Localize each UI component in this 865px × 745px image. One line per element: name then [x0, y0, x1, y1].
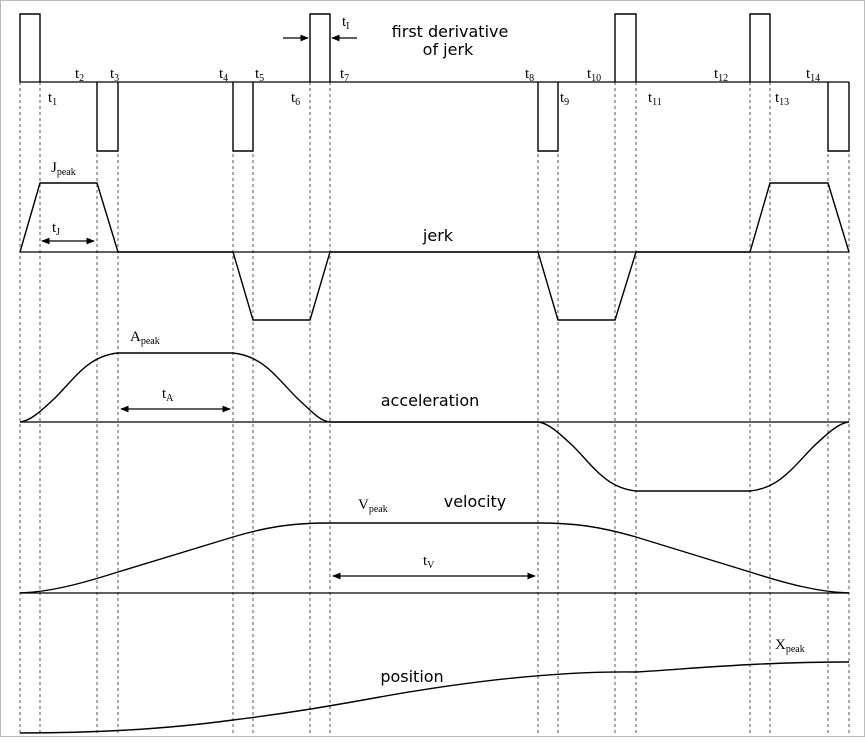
acceleration-peak-label: Apeak — [130, 329, 160, 347]
snap-title-line2: of jerk — [423, 40, 474, 59]
velocity-peak-label: Vpeak — [358, 497, 388, 515]
position-peak-label: Xpeak — [775, 637, 805, 655]
tA-label: tA — [162, 386, 174, 404]
velocity-trace — [19, 522, 850, 594]
time-label-t14: t14 — [806, 66, 820, 84]
time-label-t12: t12 — [714, 66, 728, 84]
time-label-t13: t13 — [775, 90, 789, 108]
acceleration-trace — [19, 352, 850, 492]
time-labels: t1 t2 t3 t4 t5 t6 t7 t8 t9 t10 t11 t12 t… — [48, 66, 820, 108]
jerk-trace — [19, 182, 850, 321]
time-label-t6: t6 — [291, 90, 300, 108]
tI-label: tI — [342, 14, 350, 32]
velocity-label: velocity — [444, 492, 507, 511]
jerk-label: jerk — [422, 226, 454, 245]
jerk-peak-label: Jpeak — [51, 160, 76, 178]
tV-label: tV — [423, 553, 435, 571]
time-label-t9: t9 — [560, 90, 569, 108]
time-label-t3: t3 — [110, 66, 119, 84]
time-label-t10: t10 — [587, 66, 601, 84]
time-label-t7: t7 — [340, 66, 349, 84]
position-label: position — [380, 667, 443, 686]
time-label-t5: t5 — [255, 66, 264, 84]
time-marker-lines — [19, 82, 850, 735]
time-label-t4: t4 — [219, 66, 228, 84]
snap-trace — [19, 13, 850, 152]
time-label-t8: t8 — [525, 66, 534, 84]
snap-title-line1: first derivative — [392, 22, 509, 41]
tJ-label: tJ — [52, 220, 60, 238]
position-trace — [19, 661, 850, 734]
time-label-t2: t2 — [75, 66, 84, 84]
time-label-t1: t1 — [48, 90, 57, 108]
time-label-t11: t11 — [648, 90, 662, 108]
acceleration-label: acceleration — [381, 391, 480, 410]
